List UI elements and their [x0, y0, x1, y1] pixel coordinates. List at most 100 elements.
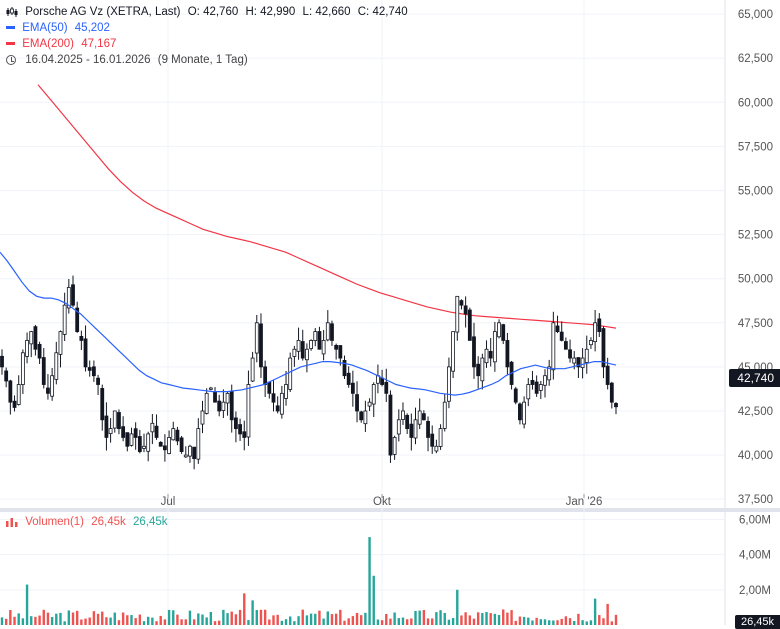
candle: [292, 345, 297, 367]
candle-body-down: [91, 366, 96, 377]
candle: [8, 379, 13, 415]
candle: [325, 310, 330, 342]
candle: [417, 398, 422, 430]
candle: [376, 364, 380, 394]
volume-bar: [184, 619, 187, 625]
volume-legend[interactable]: Volumen(1) 26,45k 26,45k: [6, 516, 167, 528]
ema200-legend[interactable]: EMA(200) 47,167: [6, 36, 116, 52]
volume-bar: [92, 611, 96, 625]
candle: [167, 430, 171, 455]
volume-bar: [280, 620, 284, 625]
candle: [484, 340, 489, 368]
candle-body-up: [246, 384, 251, 438]
candle: [221, 389, 226, 419]
volume-value-up: 26,45k: [132, 516, 168, 528]
price-tick-label: 52,500: [738, 230, 773, 242]
candle: [593, 310, 598, 352]
price-tick-label: 55,000: [738, 186, 773, 198]
volume-bar: [201, 614, 204, 625]
candle-body-down: [229, 391, 234, 421]
candle: [543, 369, 547, 398]
volume-bar: [197, 613, 200, 625]
volume-bar: [385, 614, 388, 625]
candle-body-up: [16, 384, 21, 405]
candle-body-up: [313, 331, 318, 341]
volume-bar: [50, 617, 54, 625]
volume-axis[interactable]: 2,00M 4,00M 6,00M: [739, 515, 771, 597]
candle: [171, 421, 176, 441]
candle: [300, 329, 305, 361]
candle-body-up: [188, 445, 192, 457]
candle-body-up: [62, 304, 67, 335]
volume-bars: [0, 537, 618, 625]
candle-body-down: [79, 335, 84, 341]
candle: [271, 379, 276, 412]
candles: [0, 275, 618, 470]
candle-body-down: [158, 441, 163, 447]
candle-body-down: [409, 423, 414, 438]
candle: [538, 380, 543, 400]
ema50-legend[interactable]: EMA(50) 45,202: [6, 20, 110, 36]
candle-body-down: [117, 412, 121, 430]
candle-body-up: [413, 419, 418, 439]
volume-bar: [614, 614, 618, 625]
candle-body-down: [259, 323, 263, 368]
volume-bar: [222, 609, 225, 625]
candle-body-up: [371, 384, 376, 405]
ema200-label: EMA(200): [22, 38, 74, 50]
date-range: 16.04.2025 - 16.01.2026: [25, 54, 151, 66]
candlestick-icon: [6, 6, 18, 17]
candle-body-down: [426, 420, 430, 438]
volume-bar: [497, 614, 501, 625]
candle: [492, 321, 497, 372]
candle: [568, 339, 572, 363]
volume-grid: [0, 519, 725, 591]
candle: [589, 337, 593, 349]
volume-bar: [55, 613, 58, 625]
volume-bar: [326, 611, 329, 625]
candle-body-up: [279, 392, 284, 415]
candle-body-down: [384, 381, 389, 394]
last-price-tag: 42,740: [729, 369, 780, 387]
ema50-series: [0, 251, 617, 396]
candle: [488, 337, 493, 367]
candle: [162, 434, 167, 462]
volume-bar: [493, 613, 497, 625]
candle: [154, 414, 159, 440]
volume-bar: [284, 619, 288, 625]
candle: [321, 329, 326, 361]
candle-body-up: [25, 340, 29, 357]
candle: [137, 429, 142, 454]
open-label: O:: [187, 6, 200, 18]
candle-body-down: [104, 415, 109, 438]
candle: [401, 402, 405, 425]
volume-bar: [309, 613, 313, 625]
volume-bar: [405, 619, 409, 625]
volume-bar: [192, 619, 196, 625]
candle: [430, 425, 435, 454]
volume-bar: [230, 611, 233, 625]
volume-bar: [527, 617, 530, 625]
candle-body-up: [447, 366, 451, 402]
volume-bar: [272, 615, 275, 625]
volume-bar: [80, 619, 83, 625]
candle: [225, 391, 230, 416]
volume-bar: [134, 618, 137, 625]
symbol-legend[interactable]: Porsche AG Vz (XETRA, Last) O: 42,760 H:…: [6, 4, 408, 20]
price-axis[interactable]: 37,50040,00042,50045,00047,50050,00052,5…: [738, 9, 773, 506]
volume-bar: [518, 616, 522, 625]
volume-tick-label: 2,00M: [739, 585, 771, 597]
candle: [87, 360, 92, 377]
volume-bar: [188, 610, 192, 625]
candle: [33, 324, 38, 356]
volume-bar: [422, 609, 426, 625]
candle: [150, 414, 155, 445]
candle-body-down: [217, 400, 222, 412]
candle: [392, 435, 397, 460]
candle-body-up: [593, 322, 598, 343]
candle: [238, 418, 242, 441]
volume-bar: [21, 618, 25, 625]
volume-bar: [305, 615, 309, 625]
volume-bar: [322, 618, 325, 625]
time-axis[interactable]: Jul Okt Jan '26: [161, 494, 603, 508]
